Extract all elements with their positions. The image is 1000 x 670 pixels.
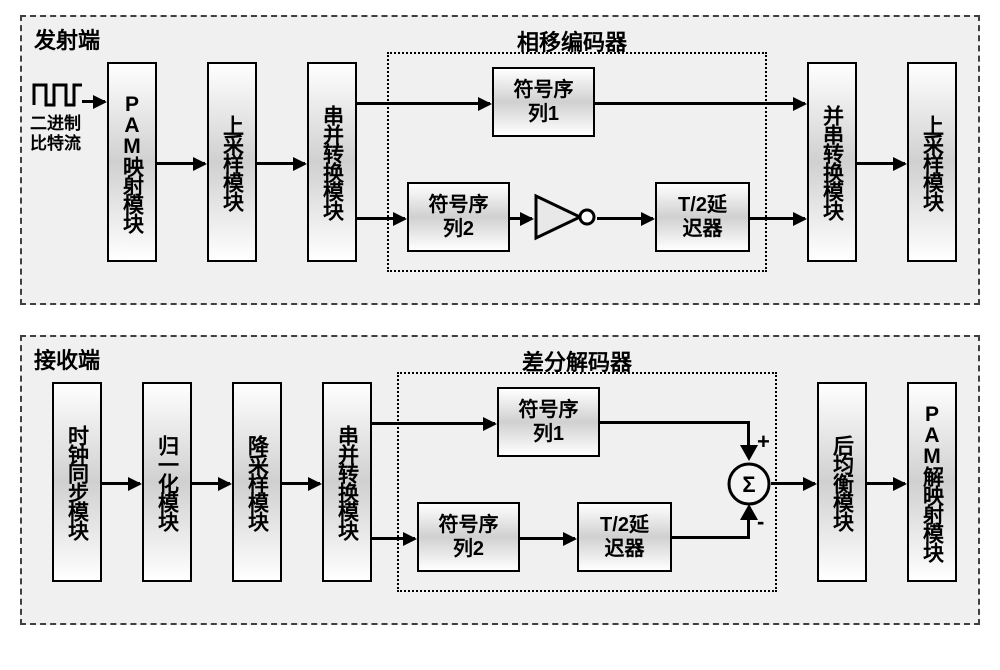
tx-seq2-block: 符号序 列2 <box>407 182 510 252</box>
rx-s2p-block: 串并转换模块 <box>322 382 372 582</box>
arrowhead-down-icon <box>740 445 758 463</box>
tx-seq1-line1: 符号序 <box>514 79 574 101</box>
rx-seq1-line1: 符号序 <box>519 399 579 421</box>
tx-pam-map-block: PAM映射模块 <box>107 62 157 262</box>
arrow <box>82 100 105 103</box>
summer-icon: Σ <box>727 462 771 506</box>
tx-upsample2-block: 上采样模块 <box>907 62 957 262</box>
wire <box>600 421 750 424</box>
bitstream-icon <box>32 77 87 112</box>
arrow <box>595 102 805 105</box>
arrow <box>102 482 140 485</box>
rx-seq2-block: 符号序 列2 <box>417 502 520 572</box>
rx-delay-line1: T/2延 <box>600 514 649 536</box>
tx-seq1-block: 符号序 列1 <box>492 67 595 137</box>
wire <box>672 536 750 539</box>
tx-delay-line2: 迟器 <box>683 218 723 240</box>
tx-s2p-block: 串并转换模块 <box>307 62 357 262</box>
tx-delay-block: T/2延 迟器 <box>655 182 750 252</box>
sum-minus: - <box>757 509 764 535</box>
bitstream-label-top: 二进制 <box>30 115 81 134</box>
arrow <box>372 422 495 425</box>
rx-panel: 接收端 时钟同步模块 归一化模块 降采样模块 串并转换模块 差分解码器 符号序 … <box>20 335 980 625</box>
rx-norm-block: 归一化模块 <box>142 382 192 582</box>
tx-encoder-label: 相移编码器 <box>517 25 627 57</box>
rx-seq2-line1: 符号序 <box>439 514 499 536</box>
tx-seq1-line2: 列1 <box>528 103 559 125</box>
rx-pam-demap-block: PAM解映射模块 <box>907 382 957 582</box>
rx-clk-block: 时钟同步模块 <box>52 382 102 582</box>
tx-panel: 发射端 二进制 比特流 PAM映射模块 上采样模块 串并转换模块 相移编码器 符… <box>20 15 980 305</box>
rx-seq1-block: 符号序 列1 <box>497 387 600 457</box>
arrow <box>750 217 805 220</box>
rx-downsamp-block: 降采样模块 <box>232 382 282 582</box>
arrow <box>857 162 905 165</box>
inverter-icon <box>532 192 602 242</box>
rx-decoder-label: 差分解码器 <box>522 345 632 377</box>
rx-seq2-line2: 列2 <box>453 538 484 560</box>
rx-seq1-line2: 列1 <box>533 423 564 445</box>
svg-text:Σ: Σ <box>742 472 755 497</box>
arrow <box>282 482 320 485</box>
rx-posteq-block: 后均衡模块 <box>817 382 867 582</box>
tx-seq2-line2: 列2 <box>443 218 474 240</box>
tx-panel-label: 发射端 <box>34 23 100 55</box>
tx-p2s-block: 并串转换模块 <box>807 62 857 262</box>
tx-delay-line1: T/2延 <box>678 194 727 216</box>
tx-upsample1-block: 上采样模块 <box>207 62 257 262</box>
sum-plus: + <box>757 429 770 455</box>
arrow <box>257 162 305 165</box>
arrow <box>520 537 575 540</box>
arrow <box>372 537 415 540</box>
rx-delay-block: T/2延 迟器 <box>577 502 672 572</box>
tx-seq2-line1: 符号序 <box>429 194 489 216</box>
arrow <box>192 482 230 485</box>
arrow <box>510 217 532 220</box>
arrow <box>771 482 815 485</box>
rx-panel-label: 接收端 <box>34 343 100 375</box>
bitstream-label-bottom: 比特流 <box>30 135 81 154</box>
arrow <box>597 217 653 220</box>
arrow <box>357 217 405 220</box>
arrow <box>867 482 905 485</box>
arrowhead-up-icon <box>740 504 758 522</box>
arrow <box>357 102 490 105</box>
arrow <box>157 162 205 165</box>
rx-delay-line2: 迟器 <box>605 538 645 560</box>
